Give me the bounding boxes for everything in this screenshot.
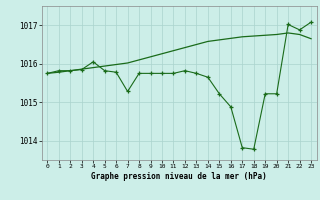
X-axis label: Graphe pression niveau de la mer (hPa): Graphe pression niveau de la mer (hPa): [91, 172, 267, 181]
